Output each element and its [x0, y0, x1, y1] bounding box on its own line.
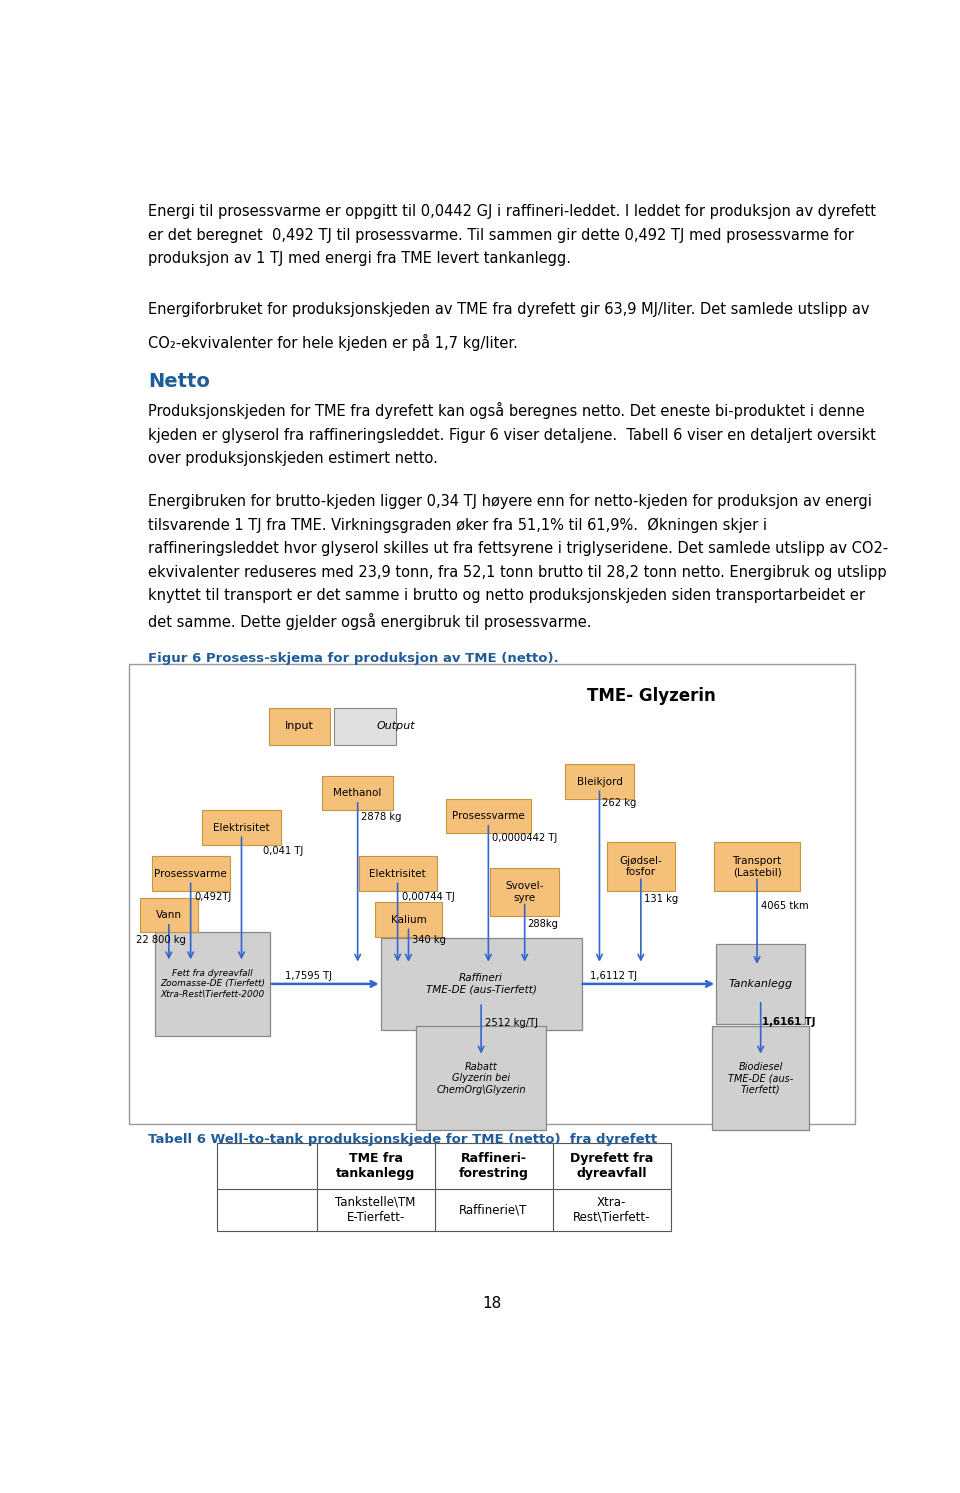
FancyBboxPatch shape [445, 799, 531, 833]
Text: Tabell 6 Well-to-tank produksjonskjede for TME (netto)  fra dyrefett: Tabell 6 Well-to-tank produksjonskjede f… [148, 1133, 658, 1147]
Text: Tankstelle\TM
E-Tierfett-: Tankstelle\TM E-Tierfett- [335, 1196, 416, 1224]
Text: Svovel-
syre: Svovel- syre [506, 881, 544, 903]
FancyBboxPatch shape [716, 944, 805, 1024]
Text: 18: 18 [482, 1296, 502, 1311]
FancyBboxPatch shape [381, 938, 582, 1030]
FancyBboxPatch shape [269, 708, 330, 745]
Text: 22 800 kg: 22 800 kg [136, 935, 186, 945]
Text: 2878 kg: 2878 kg [361, 812, 402, 823]
Text: Elektrisitet: Elektrisitet [213, 823, 270, 833]
Text: Xtra-
Rest\Tierfett-: Xtra- Rest\Tierfett- [573, 1196, 650, 1224]
Text: Biodiesel
TME-DE (aus-
Tierfett): Biodiesel TME-DE (aus- Tierfett) [728, 1062, 793, 1094]
Text: Raffinerie\T: Raffinerie\T [460, 1203, 528, 1217]
Text: 1,6112 TJ: 1,6112 TJ [590, 970, 637, 981]
Text: 288kg: 288kg [527, 920, 558, 929]
Text: Bleikjord: Bleikjord [577, 776, 622, 787]
FancyBboxPatch shape [323, 776, 393, 811]
FancyBboxPatch shape [155, 932, 270, 1036]
FancyBboxPatch shape [491, 867, 559, 917]
Text: Elektrisitet: Elektrisitet [370, 869, 426, 878]
FancyBboxPatch shape [140, 897, 198, 932]
FancyBboxPatch shape [416, 1026, 546, 1130]
Text: 131 kg: 131 kg [644, 894, 679, 903]
Text: 1,6161 TJ: 1,6161 TJ [762, 1017, 816, 1027]
FancyBboxPatch shape [334, 708, 396, 745]
Text: 2512 kg/TJ: 2512 kg/TJ [485, 1018, 538, 1029]
Text: Raffineri
TME-DE (aus-Tierfett): Raffineri TME-DE (aus-Tierfett) [425, 973, 537, 994]
Text: Tankanlegg: Tankanlegg [729, 979, 793, 988]
FancyBboxPatch shape [714, 842, 800, 891]
Text: Prosessvarme: Prosessvarme [155, 869, 227, 878]
Text: Input: Input [285, 721, 314, 732]
Text: Prosessvarme: Prosessvarme [452, 811, 525, 821]
Text: TME- Glyzerin: TME- Glyzerin [588, 687, 716, 706]
Text: TME fra
tankanlegg: TME fra tankanlegg [336, 1151, 415, 1179]
Text: Vann: Vann [156, 909, 181, 920]
Text: 4065 tkm: 4065 tkm [760, 900, 808, 911]
Text: Output: Output [376, 721, 415, 732]
Text: Gjødsel-
fosfor: Gjødsel- fosfor [619, 855, 662, 878]
Text: 1,7595 TJ: 1,7595 TJ [285, 970, 332, 981]
Text: Fett fra dyreavfall
Zoomasse-DE (Tierfett)
Xtra-Rest\Tierfett-2000: Fett fra dyreavfall Zoomasse-DE (Tierfet… [160, 969, 265, 999]
FancyBboxPatch shape [565, 764, 634, 799]
FancyBboxPatch shape [375, 902, 442, 936]
Text: Energibruken for brutto-kjeden ligger 0,34 TJ høyere enn for netto-kjeden for pr: Energibruken for brutto-kjeden ligger 0,… [148, 494, 889, 630]
Bar [217, 1142, 670, 1232]
FancyBboxPatch shape [203, 811, 280, 845]
Text: Raffineri-
forestring: Raffineri- forestring [459, 1151, 529, 1179]
FancyBboxPatch shape [152, 857, 229, 891]
Text: CO₂-ekvivalenter for hele kjeden er på 1,7 kg/liter.: CO₂-ekvivalenter for hele kjeden er på 1… [148, 334, 518, 351]
Bar [129, 664, 855, 1124]
Text: Transport
(Lastebil): Transport (Lastebil) [732, 855, 781, 878]
Text: Methanol: Methanol [333, 788, 382, 799]
Text: Produksjonskjeden for TME fra dyrefett kan også beregnes netto. Det eneste bi-pr: Produksjonskjeden for TME fra dyrefett k… [148, 402, 876, 466]
Text: Rabatt
Glyzerin bei
ChemOrg\Glyzerin: Rabatt Glyzerin bei ChemOrg\Glyzerin [437, 1062, 526, 1094]
Text: Figur 6 Prosess-skjema for produksjon av TME (netto).: Figur 6 Prosess-skjema for produksjon av… [148, 651, 559, 664]
Text: Kalium: Kalium [391, 915, 426, 924]
Text: 0,0000442 TJ: 0,0000442 TJ [492, 833, 557, 844]
Text: 0,00744 TJ: 0,00744 TJ [402, 891, 455, 902]
Text: 262 kg: 262 kg [602, 799, 636, 808]
Text: Energiforbruket for produksjonskjeden av TME fra dyrefett gir 63,9 MJ/liter. Det: Energiforbruket for produksjonskjeden av… [148, 302, 870, 317]
Text: Netto: Netto [148, 372, 210, 391]
Text: Dyrefett fra
dyreavfall: Dyrefett fra dyreavfall [570, 1151, 653, 1179]
Text: 0,041 TJ: 0,041 TJ [263, 845, 303, 855]
Text: 0,492TJ: 0,492TJ [194, 891, 231, 902]
FancyBboxPatch shape [607, 842, 675, 891]
FancyBboxPatch shape [358, 857, 437, 891]
Text: Energi til prosessvarme er oppgitt til 0,0442 GJ i raffineri-leddet. I leddet fo: Energi til prosessvarme er oppgitt til 0… [148, 205, 876, 266]
FancyBboxPatch shape [712, 1026, 809, 1130]
Text: 340 kg: 340 kg [412, 935, 446, 945]
